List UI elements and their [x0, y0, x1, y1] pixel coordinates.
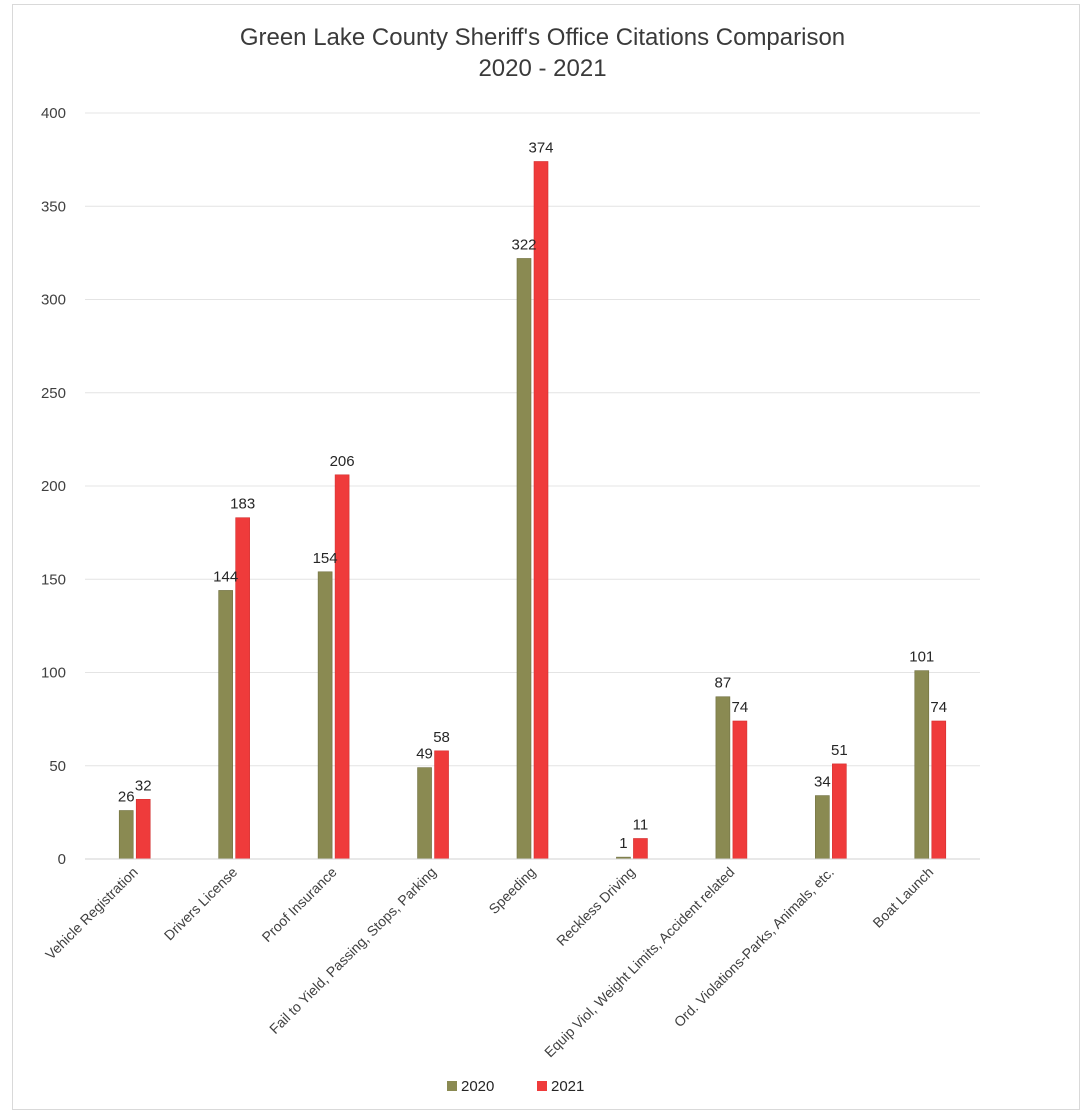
data-label-2020: 101: [909, 649, 934, 666]
bar-2021: [633, 838, 648, 860]
data-label-2020: 26: [118, 789, 135, 806]
data-label-2021: 74: [732, 699, 749, 716]
legend-swatch-2020: [447, 1081, 457, 1091]
data-label-2021: 32: [135, 777, 152, 794]
y-tick-label: 300: [41, 292, 66, 309]
x-category-label: Reckless Driving: [553, 864, 638, 949]
bar-2021: [434, 750, 449, 860]
y-tick-label: 150: [41, 571, 66, 588]
data-label-2021: 11: [633, 816, 649, 833]
y-tick-label: 350: [41, 198, 66, 215]
x-category-label: Ord. Violations-Parks, Animals, etc.: [671, 864, 837, 1030]
bar-2020: [317, 571, 333, 860]
x-category-label: Drivers License: [161, 864, 241, 944]
data-label-2021: 74: [930, 699, 947, 716]
bar-2020: [218, 590, 233, 860]
x-category-label: Boat Launch: [869, 864, 936, 931]
x-category-label: Speeding: [485, 864, 538, 917]
data-label-2021: 51: [831, 742, 848, 759]
bar-2021: [931, 720, 947, 860]
legend-label-2020: 2020: [461, 1078, 494, 1095]
y-tick-label: 100: [41, 665, 66, 682]
chart-title: Green Lake County Sheriff's Office Citat…: [239, 24, 846, 51]
y-tick-label: 200: [41, 478, 66, 495]
bar-2020: [118, 810, 134, 860]
bar-2020: [914, 670, 930, 860]
bar-2021: [334, 474, 350, 860]
data-label-2021: 58: [433, 729, 450, 746]
bar-2021: [732, 720, 748, 860]
gridlines: [85, 112, 980, 767]
chart-title-block: Green Lake County Sheriff's Office Citat…: [0, 22, 1085, 84]
data-label-2021: 374: [528, 139, 553, 156]
x-category-label: Proof Insurance: [259, 864, 340, 945]
bar-2020: [815, 795, 830, 860]
x-category-label: Vehicle Registration: [42, 864, 141, 963]
bar-2021: [832, 763, 847, 860]
y-axis-ticks: 0 50 100 150 200 250 300 350 400: [41, 105, 66, 868]
legend: 2020 2021: [447, 1078, 584, 1095]
legend-swatch-2021: [537, 1081, 547, 1091]
x-category-label: Equip Viol, Weight Limits, Accident rela…: [541, 864, 737, 1060]
data-label-2020: 322: [511, 236, 536, 253]
data-label-2020: 49: [416, 746, 433, 763]
legend-label-2021: 2021: [551, 1078, 584, 1095]
bar-2021: [533, 161, 549, 860]
data-label-2021: 206: [330, 453, 355, 470]
data-label-2020: 154: [313, 550, 338, 567]
y-tick-label: 0: [58, 851, 66, 868]
data-label-2020: 87: [715, 675, 732, 692]
data-label-2021: 183: [230, 496, 255, 513]
y-tick-label: 50: [49, 758, 66, 775]
chart-subtitle: 2020 - 2021: [478, 55, 607, 82]
y-tick-label: 250: [41, 385, 66, 402]
bar-2020: [516, 258, 532, 860]
data-label-2020: 1: [619, 835, 627, 852]
x-axis-categories: Vehicle Registration Drivers License Proof…: [42, 864, 936, 1061]
bar-2020: [417, 767, 432, 860]
bars: [118, 161, 947, 860]
data-label-2020: 34: [814, 774, 831, 791]
bar-2020: [715, 696, 731, 860]
data-labels: 2632144183154206495832237411187743451101…: [118, 139, 947, 852]
x-category-label: Fail to Yield, Passing, Stops, Parking: [266, 864, 439, 1037]
bar-2021: [135, 799, 151, 860]
y-tick-label: 400: [41, 105, 66, 122]
data-label-2020: 144: [213, 568, 238, 585]
